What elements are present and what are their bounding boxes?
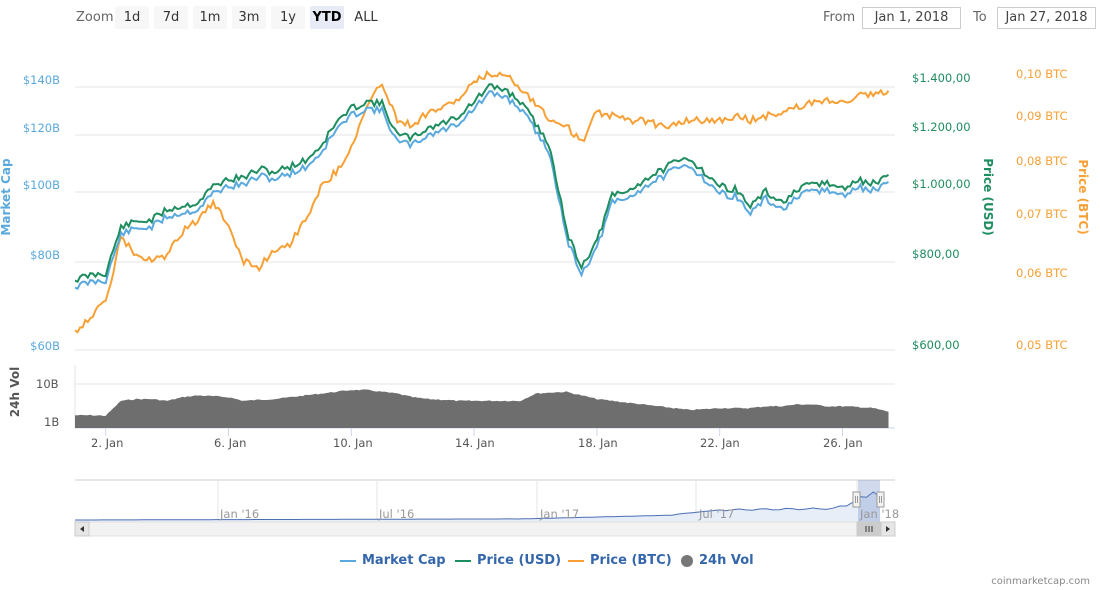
xtick-label: 26. Jan [823,436,863,450]
navigator-xtick: Jan '16 [220,507,260,521]
legend-label: 24h Vol [699,553,754,568]
navigator-xtick: Jul '16 [379,507,415,521]
ytick-left: $100B [22,178,60,192]
ytick-btc: 0,06 BTC [1016,266,1068,280]
to-date-input[interactable]: Jan 27, 2018 [997,7,1096,29]
market-cap-swatch-icon [340,559,356,562]
ytick-left: $80B [30,248,60,262]
navigator-xtick: Jul '17 [699,507,735,521]
to-label: To [973,10,987,25]
xtick-label: 18. Jan [578,436,618,450]
ytick-btc: 0,07 BTC [1016,207,1068,221]
xtick-label: 22. Jan [700,436,740,450]
legend-price-btc[interactable]: Price (BTC) [568,553,672,568]
xtick-label: 10. Jan [333,436,373,450]
volume-swatch-icon [681,554,693,567]
legend-market-cap[interactable]: Market Cap [340,553,446,568]
ytick-btc: 0,08 BTC [1016,154,1068,168]
navigator[interactable] [75,479,895,522]
arrow-right-icon [886,526,890,532]
market-cap-line [74,90,889,290]
arrow-left-icon [80,526,84,532]
from-date-input[interactable]: Jan 1, 2018 [862,7,961,29]
ytick-usd: $1.400,00 [912,71,971,85]
ytick-btc: 0,09 BTC [1016,109,1068,123]
xtick-label: 14. Jan [455,436,495,450]
navigator-scrollbar[interactable] [74,521,896,537]
zoom-1m-button[interactable]: 1m [193,6,227,29]
legend-24h-vol[interactable]: 24h Vol [681,553,754,568]
ytick-btc: 0,05 BTC [1016,338,1068,352]
navigator-left-handle[interactable] [852,491,861,508]
price-btc-swatch-icon [568,559,584,562]
xtick-label: 2. Jan [91,436,124,450]
ytick-btc: 0,10 BTC [1016,67,1068,81]
navigator-line [75,491,881,521]
xtick-label: 6. Jan [214,436,247,450]
price-usd-swatch-icon [455,559,471,562]
zoom-all-button[interactable]: ALL [354,10,378,25]
zoom-7d-button[interactable]: 7d [154,6,188,29]
x-axis-ticks [105,428,843,436]
navigator-area [75,492,880,522]
navigator-xtick: Jan '17 [540,507,580,521]
legend-label: Price (USD) [477,553,562,568]
zoom-ytd-button[interactable]: YTD [310,6,344,29]
navigator-xtick: Jan '18 [860,507,900,521]
ytick-usd: $600,00 [912,338,960,352]
legend-price-usd[interactable]: Price (USD) [455,553,561,568]
navigator-right-handle[interactable] [876,491,885,508]
from-label: From [823,10,856,25]
zoom-1y-button[interactable]: 1y [271,6,305,29]
zoom-label: Zoom [76,10,114,25]
ytick-usd: $1.000,00 [912,177,971,191]
credit-link[interactable]: coinmarketcap.com [991,576,1090,587]
volume-area [75,389,889,428]
grid-lines [74,86,895,429]
legend-label: Market Cap [362,553,446,568]
zoom-1d-button[interactable]: 1d [115,6,149,29]
ytick-vol: 10B [36,377,59,391]
legend-label: Price (BTC) [590,553,672,568]
ytick-usd: $800,00 [912,247,960,261]
price-usd-line [74,83,889,283]
navigator-selection[interactable] [858,480,880,522]
ytick-left: $140B [22,73,60,87]
zoom-3m-button[interactable]: 3m [232,6,266,29]
ytick-left: $120B [22,121,60,135]
ytick-usd: $1.200,00 [912,120,971,134]
ytick-vol: 1B [44,415,60,429]
ytick-left: $60B [30,339,60,353]
price-btc-line [74,70,890,334]
